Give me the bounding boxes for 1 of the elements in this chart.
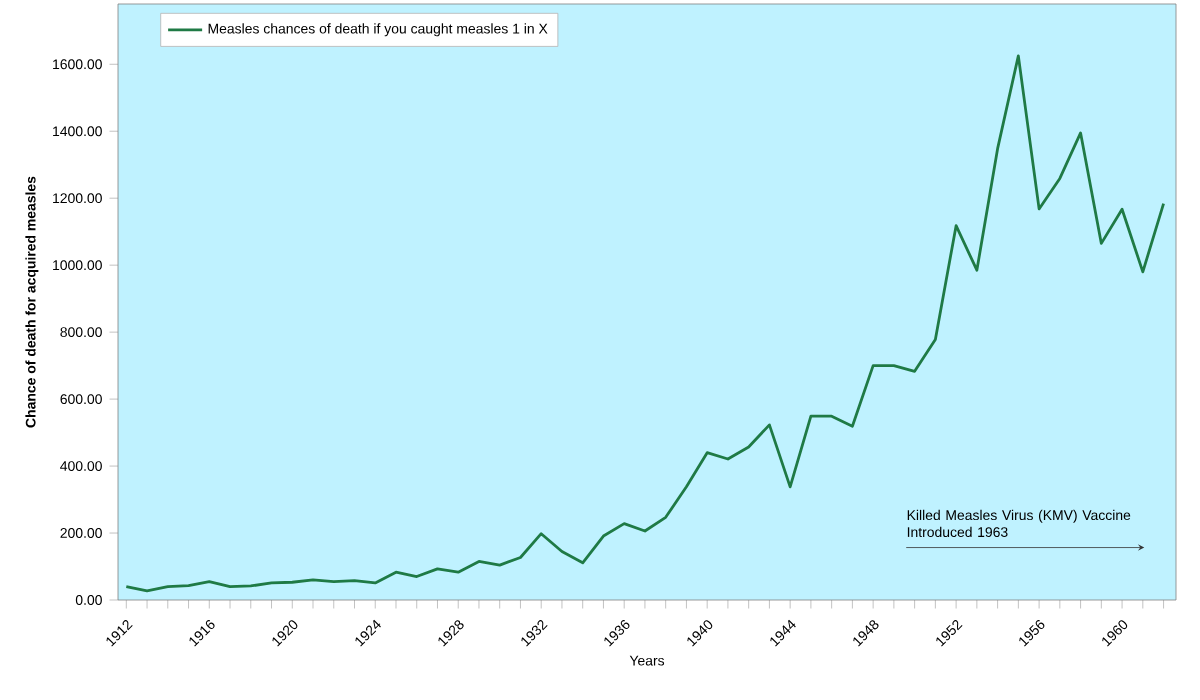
line-series: [124, 54, 1165, 593]
